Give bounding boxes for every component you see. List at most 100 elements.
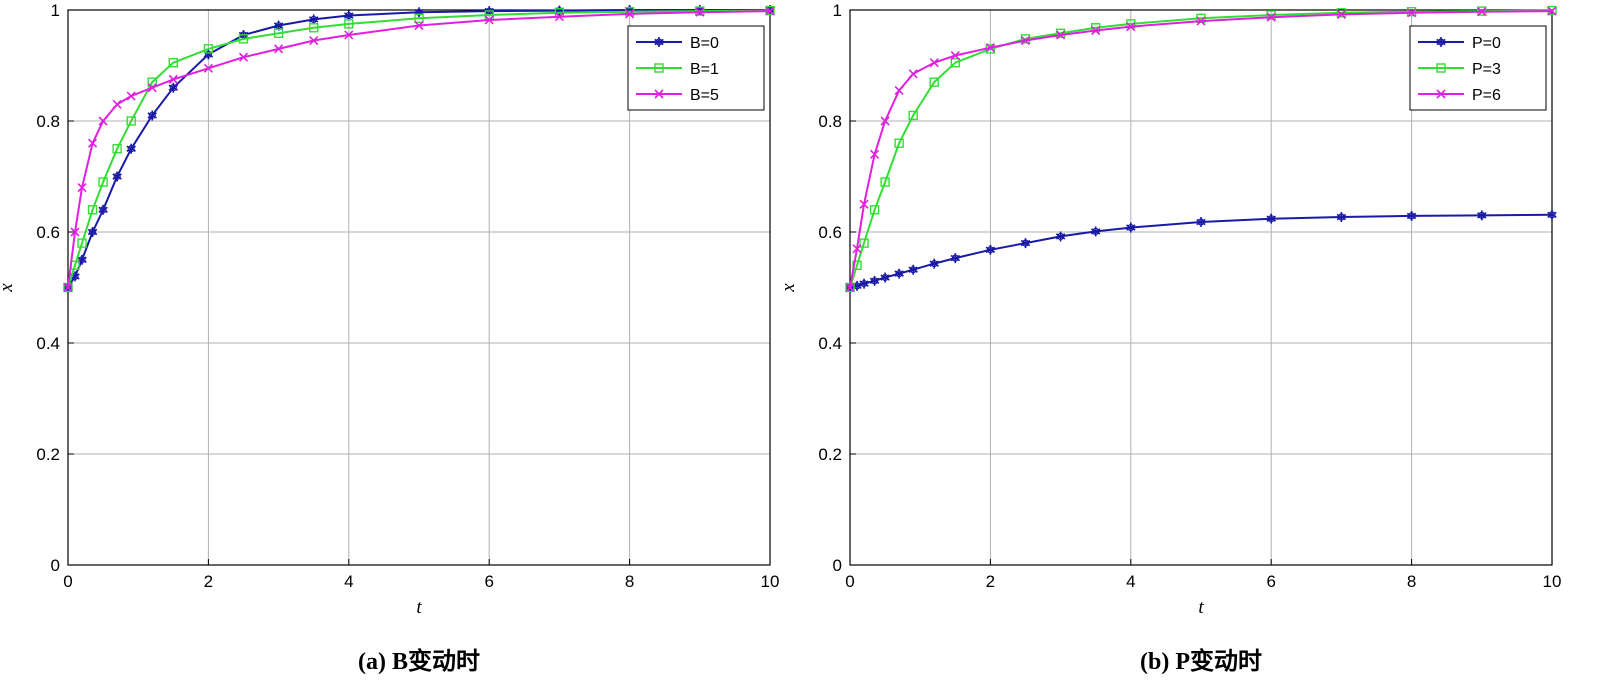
data-point xyxy=(950,58,960,68)
legend-entry: P=6 xyxy=(1472,87,1501,104)
y-axis-label: x xyxy=(0,283,17,293)
y-tick-label: 0.8 xyxy=(36,112,60,131)
legend-marker xyxy=(654,89,664,99)
data-point xyxy=(168,58,179,68)
data-point xyxy=(203,44,214,54)
data-point xyxy=(624,6,635,17)
y-tick-label: 0.6 xyxy=(36,223,60,242)
data-point xyxy=(70,227,80,237)
x-tick-label: 6 xyxy=(1266,572,1275,591)
data-point xyxy=(344,30,354,40)
data-point xyxy=(1547,6,1557,16)
data-point xyxy=(894,85,904,96)
series-P=6 xyxy=(845,6,1557,293)
data-point xyxy=(950,50,960,61)
x-tick-label: 0 xyxy=(63,572,72,591)
data-point xyxy=(238,34,249,44)
data-point xyxy=(985,43,995,53)
data-point xyxy=(1336,9,1346,20)
x-axis-label: t xyxy=(416,597,422,618)
data-point xyxy=(870,149,880,159)
data-point xyxy=(238,52,249,62)
data-point xyxy=(1020,34,1031,44)
legend-entry: P=0 xyxy=(1472,35,1501,52)
y-tick-label: 1 xyxy=(51,1,60,20)
data-point xyxy=(147,77,157,87)
data-point xyxy=(274,44,284,54)
y-axis-label: x xyxy=(778,283,799,293)
data-point xyxy=(126,116,136,126)
data-point xyxy=(908,69,918,79)
data-point xyxy=(1196,13,1206,24)
x-tick-label: 4 xyxy=(1126,572,1135,591)
legend-entry: B=5 xyxy=(690,87,719,104)
data-point xyxy=(765,6,775,16)
data-point xyxy=(929,77,939,87)
data-point xyxy=(1056,30,1066,40)
data-point xyxy=(869,205,880,215)
data-point xyxy=(859,199,869,209)
data-point xyxy=(625,9,635,19)
data-point xyxy=(203,63,213,73)
legend-marker xyxy=(1436,63,1446,73)
x-tick-label: 8 xyxy=(625,572,634,591)
x-tick-label: 8 xyxy=(1407,572,1416,591)
data-point xyxy=(147,83,157,93)
x-tick-label: 0 xyxy=(845,572,854,591)
x-tick-label: 6 xyxy=(484,572,493,591)
data-point xyxy=(77,238,87,248)
x-axis-label: t xyxy=(1198,597,1204,618)
data-point xyxy=(63,282,73,293)
data-point xyxy=(695,6,705,16)
legend-entry: B=0 xyxy=(690,35,719,52)
legend-entry: B=1 xyxy=(690,61,719,78)
y-tick-label: 0.6 xyxy=(818,223,842,242)
data-point xyxy=(1091,25,1101,36)
data-point xyxy=(880,177,890,187)
data-point xyxy=(852,244,862,254)
data-point xyxy=(309,35,319,46)
data-point xyxy=(1126,22,1136,32)
data-point xyxy=(484,15,494,25)
data-point xyxy=(98,177,108,187)
y-tick-label: 0.4 xyxy=(36,334,60,353)
data-point xyxy=(894,138,904,148)
y-tick-label: 0.8 xyxy=(818,112,842,131)
legend-marker xyxy=(1436,89,1446,99)
chart-panel-a: 0 2 4 6 8 10 0 0.2 0.4 0.6 0.8 1 t x (a) B变动时 B=0 B=1 B=5 xyxy=(0,1,779,675)
data-point xyxy=(414,20,424,31)
x-tick-label: 10 xyxy=(1543,572,1562,591)
y-tick-label: 0 xyxy=(51,556,60,575)
data-point xyxy=(845,282,855,293)
legend: P=0 P=3 P=6 xyxy=(1409,25,1547,111)
legend-marker xyxy=(654,63,664,73)
data-point xyxy=(126,91,136,101)
y-tick-label: 0.2 xyxy=(36,445,60,464)
data-point xyxy=(1266,12,1276,22)
y-tick-label: 0.4 xyxy=(818,334,842,353)
data-point xyxy=(77,183,87,193)
chart-caption: (b) P变动时 xyxy=(1140,647,1262,675)
chart-panel-b: 0 2 4 6 8 10 0 0.2 0.4 0.6 0.8 1 t x (b) P变动时 P=0 P=3 P=6 xyxy=(778,1,1561,675)
x-tick-label: 2 xyxy=(204,572,213,591)
data-point xyxy=(1406,6,1417,17)
series-line xyxy=(849,10,1553,288)
data-point xyxy=(1266,10,1276,20)
data-point xyxy=(1090,23,1101,33)
x-tick-label: 4 xyxy=(344,572,353,591)
data-point xyxy=(1196,16,1206,26)
data-point xyxy=(695,7,705,17)
data-point xyxy=(1020,35,1031,46)
data-point xyxy=(554,12,564,22)
data-point xyxy=(1126,19,1136,29)
data-point xyxy=(112,99,122,109)
data-point xyxy=(1336,8,1347,18)
data-point xyxy=(908,110,918,121)
series-B=1 xyxy=(63,5,775,293)
chart-caption: (a) B变动时 xyxy=(358,647,480,675)
data-point xyxy=(168,74,178,84)
data-point xyxy=(309,23,319,33)
data-point xyxy=(87,205,98,215)
data-point xyxy=(273,28,284,39)
